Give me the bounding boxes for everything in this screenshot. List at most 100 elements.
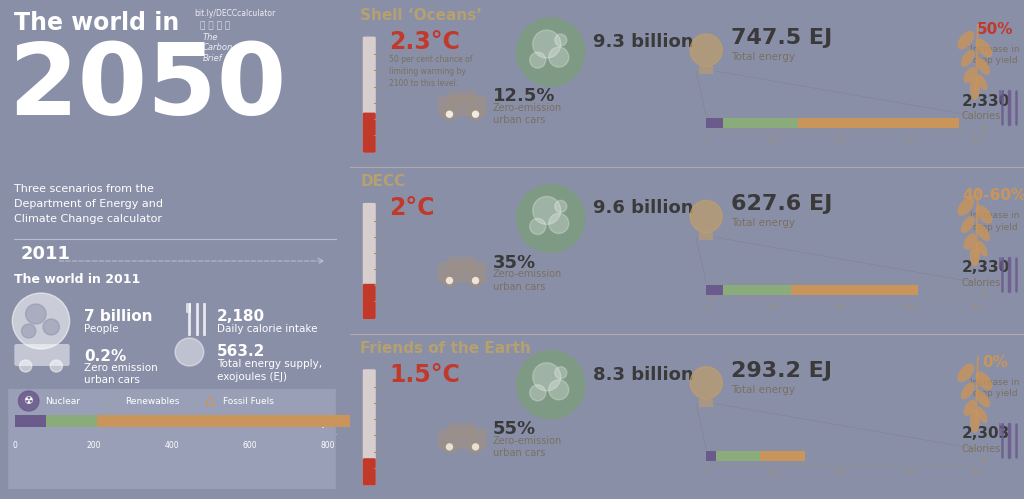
Text: 2: 2	[381, 283, 385, 288]
Circle shape	[443, 274, 456, 286]
Ellipse shape	[970, 76, 980, 100]
Circle shape	[175, 338, 204, 366]
Circle shape	[26, 304, 46, 324]
Text: ⌂: ⌂	[205, 392, 215, 410]
Bar	[699, 399, 713, 407]
Circle shape	[555, 201, 567, 213]
Text: 2: 2	[381, 116, 385, 121]
Text: 200: 200	[86, 441, 100, 450]
FancyBboxPatch shape	[362, 203, 376, 319]
Ellipse shape	[964, 233, 976, 250]
Text: 600: 600	[902, 470, 915, 476]
Bar	[699, 233, 713, 241]
Text: 200: 200	[767, 137, 780, 143]
Text: 4: 4	[381, 84, 385, 89]
Text: EJ: EJ	[980, 124, 987, 133]
FancyBboxPatch shape	[14, 344, 70, 366]
Ellipse shape	[976, 390, 990, 408]
Text: 8.3 billion: 8.3 billion	[593, 366, 693, 384]
Ellipse shape	[976, 371, 992, 390]
Text: 800: 800	[970, 470, 984, 476]
Text: 35%: 35%	[493, 253, 536, 271]
Text: 800: 800	[970, 137, 984, 143]
Bar	[717, 451, 760, 461]
Text: 55%: 55%	[493, 420, 536, 438]
FancyBboxPatch shape	[449, 90, 476, 104]
Circle shape	[470, 108, 481, 120]
Bar	[707, 284, 723, 294]
Text: Increase in
crop yield: Increase in crop yield	[970, 378, 1020, 398]
Text: Total energy: Total energy	[731, 52, 796, 62]
Bar	[791, 284, 919, 294]
Circle shape	[18, 391, 39, 411]
Text: The
Carbon
Brief: The Carbon Brief	[203, 33, 233, 63]
Bar	[798, 118, 958, 128]
Text: ☄: ☄	[103, 394, 118, 409]
Bar	[15, 415, 46, 427]
Ellipse shape	[976, 39, 992, 57]
Text: 5: 5	[381, 234, 385, 239]
FancyBboxPatch shape	[362, 36, 376, 153]
Text: 400: 400	[835, 470, 848, 476]
Circle shape	[549, 214, 568, 234]
Text: 0%: 0%	[982, 355, 1008, 370]
Circle shape	[549, 380, 568, 400]
Text: 400: 400	[164, 441, 179, 450]
Circle shape	[470, 441, 481, 453]
Circle shape	[446, 277, 453, 283]
Ellipse shape	[970, 243, 980, 266]
Text: Zero-emission
urban cars: Zero-emission urban cars	[493, 436, 562, 458]
Text: 3: 3	[381, 266, 385, 271]
Circle shape	[43, 319, 59, 335]
Text: 400: 400	[835, 137, 848, 143]
Text: 9.3 billion: 9.3 billion	[593, 33, 693, 51]
Circle shape	[443, 441, 456, 453]
Text: The world in: The world in	[14, 11, 179, 35]
Ellipse shape	[976, 241, 987, 256]
Text: 200: 200	[767, 303, 780, 309]
Circle shape	[555, 367, 567, 379]
Circle shape	[470, 274, 481, 286]
Text: Calories: Calories	[962, 444, 1001, 454]
FancyBboxPatch shape	[449, 256, 476, 270]
Text: Renewables: Renewables	[125, 397, 179, 406]
Circle shape	[690, 201, 722, 233]
Circle shape	[549, 47, 568, 67]
Text: 600: 600	[902, 137, 915, 143]
Text: Nuclear: Nuclear	[45, 397, 80, 406]
Text: 2.3°C: 2.3°C	[389, 30, 460, 54]
Text: Increase in
crop yield: Increase in crop yield	[970, 212, 1020, 232]
Ellipse shape	[961, 49, 975, 67]
Circle shape	[690, 34, 722, 66]
Circle shape	[517, 351, 585, 419]
Text: Zero emission
urban cars: Zero emission urban cars	[84, 363, 158, 385]
Text: EJ: EJ	[980, 457, 987, 466]
Ellipse shape	[957, 363, 974, 382]
Ellipse shape	[976, 57, 990, 75]
Text: Zero-emission
urban cars: Zero-emission urban cars	[493, 103, 562, 125]
Text: 5: 5	[381, 68, 385, 73]
Text: People: People	[84, 324, 119, 334]
Bar	[723, 284, 791, 294]
Text: Ⓒ ⓼ Ⓐ Ⓒ: Ⓒ ⓼ Ⓐ Ⓒ	[200, 21, 229, 30]
Circle shape	[443, 108, 456, 120]
Text: Calories: Calories	[962, 277, 1001, 287]
Text: Increase in
crop yield: Increase in crop yield	[970, 45, 1020, 65]
Text: 0.2%: 0.2%	[84, 349, 126, 364]
Circle shape	[690, 367, 722, 399]
Circle shape	[22, 324, 36, 338]
Text: 0: 0	[703, 137, 709, 143]
Text: 600: 600	[243, 441, 257, 450]
Bar	[707, 118, 723, 128]
Circle shape	[517, 18, 585, 86]
Text: ☢: ☢	[23, 396, 33, 406]
Circle shape	[472, 444, 478, 450]
Circle shape	[50, 360, 62, 372]
Text: 6: 6	[381, 384, 385, 389]
Circle shape	[532, 197, 561, 225]
Text: 2,330: 2,330	[962, 260, 1010, 275]
Circle shape	[529, 52, 546, 68]
Circle shape	[529, 219, 546, 235]
Text: Total energy supply,
exojoules (EJ): Total energy supply, exojoules (EJ)	[217, 359, 323, 382]
FancyBboxPatch shape	[362, 369, 376, 486]
